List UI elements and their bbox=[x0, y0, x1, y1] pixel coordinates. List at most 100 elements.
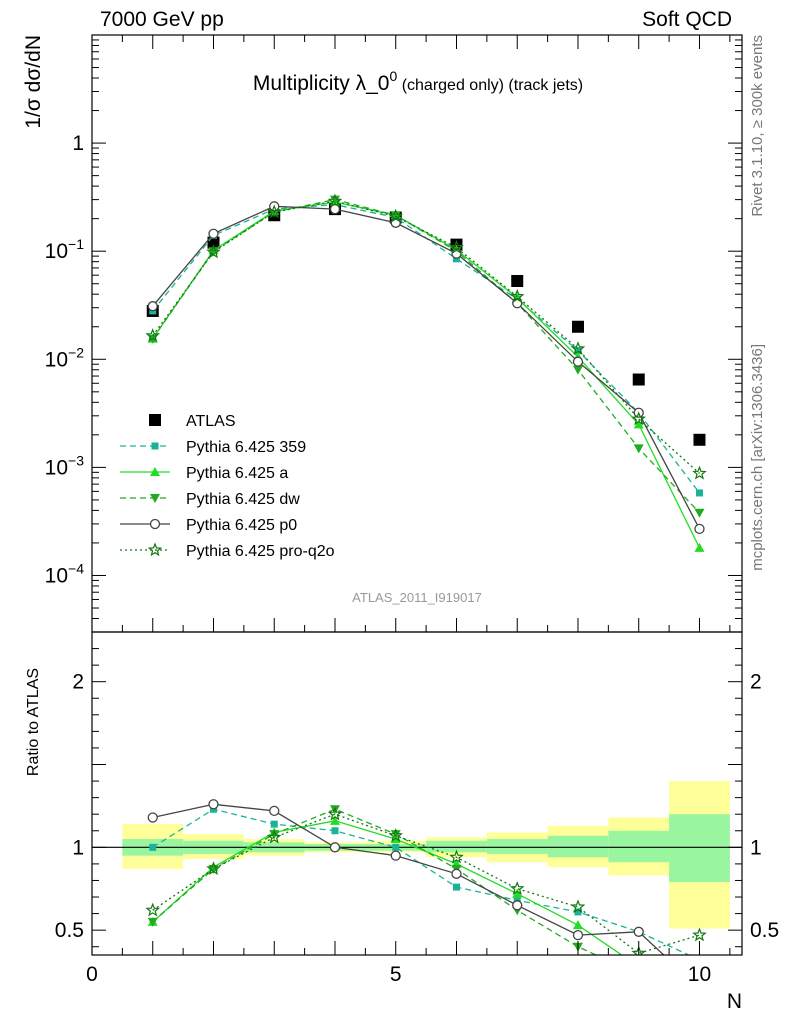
ratio-point-pp0 bbox=[208, 799, 219, 810]
ratio-y-tick-label: 1 bbox=[72, 836, 84, 859]
ratio-y-tick-label: 2 bbox=[72, 671, 84, 694]
x-axis-label: N bbox=[727, 990, 742, 1013]
analysis-label: ATLAS_2011_I919017 bbox=[352, 590, 482, 605]
legend-marker-pq2o bbox=[147, 542, 163, 557]
legend-item-pp0: Pythia 6.425 p0 bbox=[120, 517, 297, 534]
ratio-band-inner bbox=[426, 840, 487, 853]
data-point-pq2o bbox=[692, 465, 707, 480]
ratio-point-pp0 bbox=[390, 850, 401, 861]
ratio-point-pdw bbox=[634, 971, 644, 980]
legend-item-pq2o: Pythia 6.425 pro-q2o bbox=[120, 542, 335, 560]
series-line-pp0 bbox=[152, 205, 701, 530]
ratio-point-p359 bbox=[392, 843, 400, 851]
data-point-pdw bbox=[329, 195, 340, 205]
y-tick-label: 10−4 bbox=[45, 560, 85, 587]
legend-label-pa: Pythia 6.425 a bbox=[186, 465, 288, 482]
ratio-point-pq2o bbox=[570, 899, 586, 914]
legend-marker-pp0 bbox=[149, 518, 161, 530]
legend-marker-atlas bbox=[149, 414, 161, 426]
legend-marker-pa bbox=[150, 467, 160, 476]
data-point-pp0 bbox=[329, 203, 341, 215]
series-pq2o bbox=[145, 193, 707, 480]
ratio-y-tick-label: 0.5 bbox=[55, 919, 84, 942]
rivet-label: Rivet 3.1.10, ≥ 300k events bbox=[749, 35, 766, 217]
legend-label-pq2o: Pythia 6.425 pro-q2o bbox=[186, 543, 335, 560]
header-right: Soft QCD bbox=[642, 8, 732, 31]
legend-item-pdw: Pythia 6.425 dw bbox=[120, 491, 300, 508]
legend-label-p359: Pythia 6.425 359 bbox=[186, 439, 306, 456]
mcplots-label: mcplots.cern.ch [arXiv:1306.3436] bbox=[749, 344, 766, 571]
main-y-axis-label: 1/σ dσ/dN bbox=[22, 35, 45, 129]
header-left: 7000 GeV pp bbox=[100, 8, 224, 31]
series-line-pq2o bbox=[152, 200, 700, 474]
legend-label-pp0: Pythia 6.425 p0 bbox=[186, 517, 297, 534]
data-point-pdw bbox=[633, 444, 644, 454]
ratio-point-pdw bbox=[147, 917, 158, 927]
legend-marker-p359 bbox=[151, 442, 159, 450]
ratio-y-tick-label-right: 0.5 bbox=[750, 919, 779, 942]
data-point-atlas bbox=[632, 373, 645, 386]
ratio-point-p359 bbox=[270, 820, 278, 828]
ratio-series-pq2o bbox=[145, 806, 707, 955]
ratio-point-pa bbox=[694, 991, 704, 1000]
data-point-pp0 bbox=[208, 228, 219, 239]
ratio-point-pp0 bbox=[269, 805, 280, 817]
ratio-point-pq2o bbox=[388, 828, 403, 842]
data-point-pq2o bbox=[388, 208, 403, 223]
ratio-point-pq2o bbox=[327, 806, 343, 821]
ratio-point-pq2o bbox=[266, 829, 282, 844]
ratio-point-pq2o bbox=[509, 881, 525, 895]
data-point-pq2o bbox=[145, 328, 161, 342]
ratio-point-pp0 bbox=[451, 868, 462, 879]
ratio-point-pp0 bbox=[572, 929, 584, 941]
ratio-point-pq2o bbox=[449, 849, 464, 864]
y-tick-label: 10−2 bbox=[45, 344, 85, 371]
series-line-pa bbox=[152, 201, 701, 549]
data-point-pp0 bbox=[572, 356, 584, 367]
data-point-pq2o bbox=[631, 411, 646, 426]
ratio-point-pa bbox=[634, 962, 644, 971]
chart-title: Multiplicity λ_00 (charged only) (track … bbox=[253, 68, 583, 95]
ratio-point-pa bbox=[572, 920, 583, 930]
data-point-pp0 bbox=[694, 523, 705, 535]
data-point-p359 bbox=[452, 255, 460, 263]
chart-title-sup: 0 bbox=[389, 68, 397, 84]
data-point-atlas bbox=[693, 433, 706, 446]
data-point-pp0 bbox=[147, 301, 158, 312]
legend-marker-pdw bbox=[150, 494, 160, 503]
y-tick-label: 10−1 bbox=[45, 236, 85, 263]
data-point-pa bbox=[694, 542, 705, 552]
ratio-point-pq2o bbox=[631, 945, 646, 955]
legend-item-atlas: ATLAS bbox=[149, 413, 236, 430]
data-point-atlas bbox=[571, 320, 584, 333]
ratio-point-pq2o bbox=[692, 927, 707, 942]
data-point-pq2o bbox=[266, 204, 282, 219]
data-point-pq2o bbox=[449, 239, 464, 254]
ratio-point-pa bbox=[512, 888, 523, 898]
ratio-point-pdw bbox=[390, 830, 401, 840]
legend-label-pdw: Pythia 6.425 dw bbox=[186, 491, 300, 508]
ratio-band-inner bbox=[608, 830, 670, 863]
legend: ATLAS Pythia 6.425 359 Pythia 6.425 a Pythi… bbox=[120, 413, 335, 560]
data-point-pq2o bbox=[327, 193, 343, 208]
ratio-band-inner bbox=[486, 839, 548, 854]
data-point-atlas bbox=[511, 274, 524, 287]
data-point-pq2o bbox=[206, 244, 221, 259]
main-plot-area bbox=[145, 193, 707, 552]
ratio-point-p359 bbox=[574, 908, 582, 916]
legend-item-pa: Pythia 6.425 a bbox=[120, 465, 288, 482]
ratio-point-pp0 bbox=[633, 926, 644, 937]
ratio-point-p359 bbox=[331, 827, 339, 835]
axes: 0 5 10 1 10−1 10−2 10−3 10−4 0.5 0.5 1 1 2 2 bbox=[45, 34, 779, 986]
data-point-pq2o bbox=[570, 341, 586, 356]
data-point-p359 bbox=[695, 489, 703, 497]
ratio-series-pp0 bbox=[147, 799, 665, 955]
data-point-pdw bbox=[694, 508, 705, 518]
ratio-panel-frame bbox=[91, 631, 743, 956]
y-tick-label: 10−3 bbox=[45, 452, 85, 479]
ratio-y-tick-label-right: 2 bbox=[750, 671, 762, 694]
ratio-band-inner bbox=[669, 814, 730, 883]
ratio-point-pp0 bbox=[329, 842, 341, 853]
data-point-pq2o bbox=[509, 288, 525, 303]
